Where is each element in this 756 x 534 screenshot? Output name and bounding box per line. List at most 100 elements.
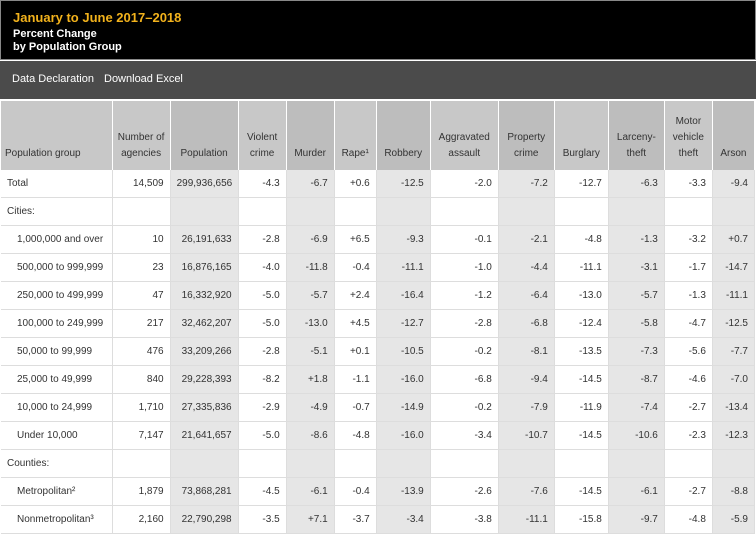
table-cell: -7.4 [608, 393, 665, 422]
table-cell: 10 [112, 225, 171, 254]
table-cell: -6.7 [286, 170, 335, 198]
table-cell: -14.5 [554, 365, 609, 394]
table-cell: -4.8 [334, 421, 377, 450]
table-row: 250,000 to 499,999 47 16,332,920 -5.0 -5.7 +2… [1, 281, 756, 310]
table-cell: 47 [112, 281, 171, 310]
row-label: Nonmetropolitan³ [1, 505, 113, 534]
table-cell: -6.3 [608, 170, 665, 198]
table-cell: 1,710 [112, 393, 171, 422]
table-cell [608, 197, 665, 226]
column-header: Arson [712, 101, 756, 170]
column-header: Population group [1, 101, 113, 170]
table-cell: 23 [112, 253, 171, 282]
table-cell: -7.6 [498, 477, 555, 506]
table-cell: 29,228,393 [170, 365, 239, 394]
table-cell: -7.9 [498, 393, 555, 422]
table-cell: 21,641,657 [170, 421, 239, 450]
table-row: Cities: [1, 197, 756, 226]
table-cell: -8.1 [498, 337, 555, 366]
table-cell: -5.1 [286, 337, 335, 366]
table-cell: -3.2 [664, 225, 713, 254]
header: January to June 2017–2018 Percent Change… [0, 0, 756, 60]
table-cell [238, 197, 287, 226]
table-cell: -16.0 [376, 421, 431, 450]
table-cell: -16.0 [376, 365, 431, 394]
table-row: Nonmetropolitan³ 2,160 22,790,298 -3.5 +7.1-… [1, 505, 756, 534]
table-cell: +2.4 [334, 281, 377, 310]
table-cell: 217 [112, 309, 171, 338]
column-header: Robbery [376, 101, 431, 170]
table-cell [170, 449, 239, 478]
table-body: Total 14,509 299,936,656 -4.3 -6.7 +0.6 -12.5-… [1, 170, 756, 534]
table-cell: -1.7 [664, 253, 713, 282]
table-cell: -0.1 [430, 225, 499, 254]
table-cell: -9.7 [608, 505, 665, 534]
column-header: Number of agencies [112, 101, 171, 170]
table-row: Metropolitan² 1,879 73,868,281 -4.5 -6.1 -0.4… [1, 477, 756, 506]
table-cell: 299,936,656 [170, 170, 239, 198]
table-cell: +6.5 [334, 225, 377, 254]
row-label: Total [1, 170, 113, 198]
table-cell: 33,209,266 [170, 337, 239, 366]
row-label: 10,000 to 24,999 [1, 393, 113, 422]
row-label: 250,000 to 499,999 [1, 281, 113, 310]
table-cell: -3.4 [430, 421, 499, 450]
table-cell: -4.6 [664, 365, 713, 394]
table-cell: -4.3 [238, 170, 287, 198]
table-cell [498, 449, 555, 478]
table-cell: -2.0 [430, 170, 499, 198]
table-cell [376, 449, 431, 478]
table-cell: -7.2 [498, 170, 555, 198]
table-cell: 476 [112, 337, 171, 366]
table-cell: -9.3 [376, 225, 431, 254]
table-cell: 1,879 [112, 477, 171, 506]
table-cell: -6.9 [286, 225, 335, 254]
toolbar-link[interactable]: Data Declaration [12, 73, 94, 85]
table-cell: -11.8 [286, 253, 335, 282]
subtitle: Percent Change [13, 28, 97, 40]
table-row: Counties: [1, 449, 756, 478]
table-cell: -6.4 [498, 281, 555, 310]
table-cell: -11.9 [554, 393, 609, 422]
table-cell [170, 197, 239, 226]
table-cell: -8.7 [608, 365, 665, 394]
table-cell: -12.4 [554, 309, 609, 338]
toolbar: Data Declaration Download Excel [0, 61, 756, 99]
table-cell: 840 [112, 365, 171, 394]
table-cell: -2.7 [664, 477, 713, 506]
table-cell: -0.2 [430, 393, 499, 422]
table-cell: -1.0 [430, 253, 499, 282]
table-cell: -11.1 [376, 253, 431, 282]
column-header: Violent crime [238, 101, 287, 170]
toolbar-link[interactable]: Download Excel [104, 73, 183, 85]
table-cell: 27,335,836 [170, 393, 239, 422]
table-row: Total 14,509 299,936,656 -4.3 -6.7 +0.6 -12.5-… [1, 170, 756, 198]
table-cell: -10.5 [376, 337, 431, 366]
table-cell [286, 197, 335, 226]
title: January to June 2017–2018 [13, 10, 182, 25]
table-cell [430, 197, 499, 226]
table-cell: +1.8 [286, 365, 335, 394]
table-cell: -5.0 [238, 281, 287, 310]
table-cell: -9.4 [712, 170, 756, 198]
table-cell: -6.1 [608, 477, 665, 506]
table-cell: -14.9 [376, 393, 431, 422]
table-cell: +4.5 [334, 309, 377, 338]
table-cell: 16,876,165 [170, 253, 239, 282]
column-header: Larceny-theft [608, 101, 665, 170]
row-label: 1,000,000 and over [1, 225, 113, 254]
table-cell: -14.5 [554, 421, 609, 450]
table-cell: -3.1 [608, 253, 665, 282]
data-table: Population group Number of agencies Popula… [1, 101, 756, 534]
table-row: 1,000,000 and over 10 26,191,633 -2.8 -6.9 +6… [1, 225, 756, 254]
table-cell [664, 449, 713, 478]
table-cell [712, 197, 756, 226]
table-cell [286, 449, 335, 478]
table-cell: 26,191,633 [170, 225, 239, 254]
table-cell: -16.4 [376, 281, 431, 310]
column-header: Aggravated assault [430, 101, 499, 170]
row-label: 50,000 to 99,999 [1, 337, 113, 366]
table-cell: -11.1 [498, 505, 555, 534]
table-cell: 73,868,281 [170, 477, 239, 506]
